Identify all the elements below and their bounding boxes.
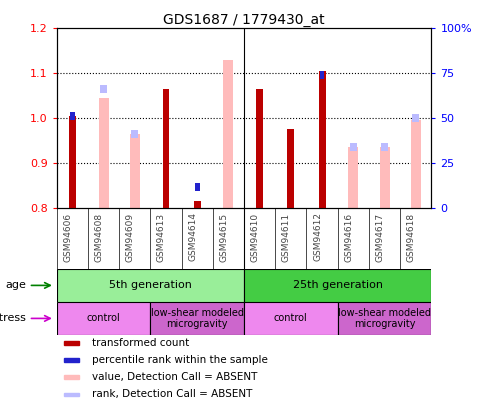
Text: GSM94610: GSM94610 <box>250 213 260 262</box>
Bar <box>412 114 419 122</box>
Text: control: control <box>274 313 308 324</box>
Bar <box>320 71 324 79</box>
Text: GSM94614: GSM94614 <box>188 213 197 262</box>
Bar <box>381 143 388 151</box>
Text: GSM94616: GSM94616 <box>344 213 353 262</box>
Bar <box>338 302 431 335</box>
Bar <box>69 116 76 208</box>
Text: GSM94618: GSM94618 <box>407 213 416 262</box>
Text: GSM94612: GSM94612 <box>313 213 322 262</box>
Bar <box>256 89 263 208</box>
Bar <box>130 134 140 208</box>
Text: low-shear modeled
microgravity: low-shear modeled microgravity <box>338 308 431 329</box>
Bar <box>70 112 74 120</box>
Text: rank, Detection Call = ABSENT: rank, Detection Call = ABSENT <box>92 389 253 399</box>
Text: percentile rank within the sample: percentile rank within the sample <box>92 355 268 365</box>
Bar <box>99 98 108 208</box>
Bar <box>195 183 200 192</box>
Text: low-shear modeled
microgravity: low-shear modeled microgravity <box>151 308 244 329</box>
Bar <box>349 147 358 208</box>
Text: GSM94615: GSM94615 <box>219 213 228 262</box>
Bar <box>244 302 338 335</box>
Bar <box>244 269 431 302</box>
Text: GSM94611: GSM94611 <box>282 213 291 262</box>
Bar <box>131 130 138 138</box>
Text: GSM94609: GSM94609 <box>126 213 135 262</box>
Bar <box>318 71 325 208</box>
Bar <box>380 147 389 208</box>
Text: age: age <box>6 280 27 290</box>
Text: GSM94608: GSM94608 <box>95 213 104 262</box>
Bar <box>64 375 78 379</box>
Bar <box>57 302 150 335</box>
Text: 5th generation: 5th generation <box>109 280 192 290</box>
Bar <box>57 269 244 302</box>
Bar <box>64 392 78 396</box>
Bar <box>150 302 244 335</box>
Bar <box>163 89 170 208</box>
Text: GSM94606: GSM94606 <box>63 213 72 262</box>
Text: value, Detection Call = ABSENT: value, Detection Call = ABSENT <box>92 372 258 382</box>
Bar <box>223 60 233 208</box>
Bar <box>411 120 421 208</box>
Text: control: control <box>87 313 120 324</box>
Bar <box>100 85 107 93</box>
Bar <box>287 129 294 208</box>
Bar <box>194 201 201 208</box>
Bar <box>350 143 357 151</box>
Bar <box>64 341 78 345</box>
Text: GSM94613: GSM94613 <box>157 213 166 262</box>
Text: GSM94617: GSM94617 <box>376 213 385 262</box>
Text: transformed count: transformed count <box>92 338 189 348</box>
Text: 25th generation: 25th generation <box>293 280 383 290</box>
Text: stress: stress <box>0 313 27 324</box>
Bar <box>64 358 78 362</box>
Title: GDS1687 / 1779430_at: GDS1687 / 1779430_at <box>163 13 325 27</box>
